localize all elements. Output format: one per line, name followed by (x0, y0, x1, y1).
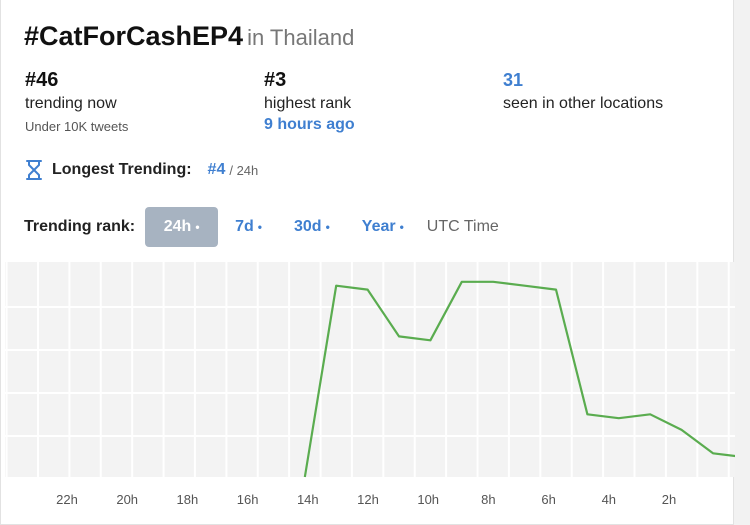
x-tick-label: 18h (177, 492, 199, 507)
rank-series-line (303, 280, 735, 478)
location-label: in Thailand (247, 25, 355, 50)
hourglass-icon (26, 160, 42, 180)
range-tab-year-label: Year (361, 218, 396, 235)
x-tick-label: 10h (417, 492, 439, 507)
range-tab-7d-label: 7d (235, 218, 254, 235)
trending-rank-chart: 22h 20h 18h 16h 14h 12h 10h 8h 6h 4h 2h (5, 262, 735, 507)
stat-current-rank: #46 trending now Under 10K tweets (25, 68, 128, 134)
x-tick-label: 22h (56, 492, 78, 507)
range-tab-24h-dot: • (195, 220, 200, 234)
x-tick-label: 2h (662, 492, 676, 507)
x-tick-label: 8h (481, 492, 495, 507)
stat-other-locations: 31 seen in other locations (503, 68, 663, 115)
range-tab-30d-label: 30d (294, 218, 322, 235)
highest-rank-value: #3 (264, 69, 287, 91)
current-rank-value: #46 (25, 69, 59, 91)
range-tab-7d[interactable]: 7d • (220, 207, 277, 247)
longest-trending-period: / 24h (229, 162, 259, 178)
page-title: #CatForCashEP4 in Thailand (24, 21, 354, 52)
x-tick-label: 4h (602, 492, 616, 507)
tweet-volume: Under 10K tweets (25, 119, 129, 134)
current-rank-label: trending now (25, 95, 117, 112)
range-tab-24h[interactable]: 24h • (145, 207, 219, 247)
chart-series (303, 280, 735, 478)
range-tab-year[interactable]: Year • (347, 207, 419, 247)
x-tick-label: 14h (297, 492, 319, 507)
other-locations-label: seen in other locations (503, 95, 664, 112)
range-tab-30d-dot: • (325, 220, 330, 234)
longest-trending-value-link[interactable]: #4 (207, 161, 226, 178)
timezone-toggle[interactable]: UTC Time (426, 218, 499, 235)
range-tab-24h-label: 24h (163, 218, 192, 235)
chart-x-axis: 22h 20h 18h 16h 14h 12h 10h 8h 6h 4h 2h (56, 492, 676, 507)
range-tab-year-dot: • (399, 220, 404, 234)
x-tick-label: 12h (357, 492, 379, 507)
x-tick-label: 20h (116, 492, 138, 507)
highest-rank-time-link[interactable]: 9 hours ago (264, 116, 355, 133)
hashtag-title: #CatForCashEP4 (24, 21, 244, 51)
range-tab-30d[interactable]: 30d • (279, 207, 345, 247)
trending-rank-label: Trending rank: (24, 218, 136, 235)
x-tick-label: 16h (237, 492, 259, 507)
longest-trending: Longest Trending: #4 / 24h (25, 159, 258, 181)
trending-rank-controls: Trending rank: 24h • 7d • 30d • Year • UTC T… (24, 207, 499, 247)
stat-highest-rank: #3 highest rank 9 hours ago (264, 68, 355, 135)
chart-plot-area (5, 262, 735, 477)
chart-grid (5, 262, 735, 477)
longest-trending-label: Longest Trending: (52, 161, 192, 178)
x-tick-label: 6h (541, 492, 555, 507)
highest-rank-label: highest rank (264, 95, 352, 112)
other-locations-count-link[interactable]: 31 (503, 70, 524, 90)
range-tab-7d-dot: • (257, 220, 262, 234)
